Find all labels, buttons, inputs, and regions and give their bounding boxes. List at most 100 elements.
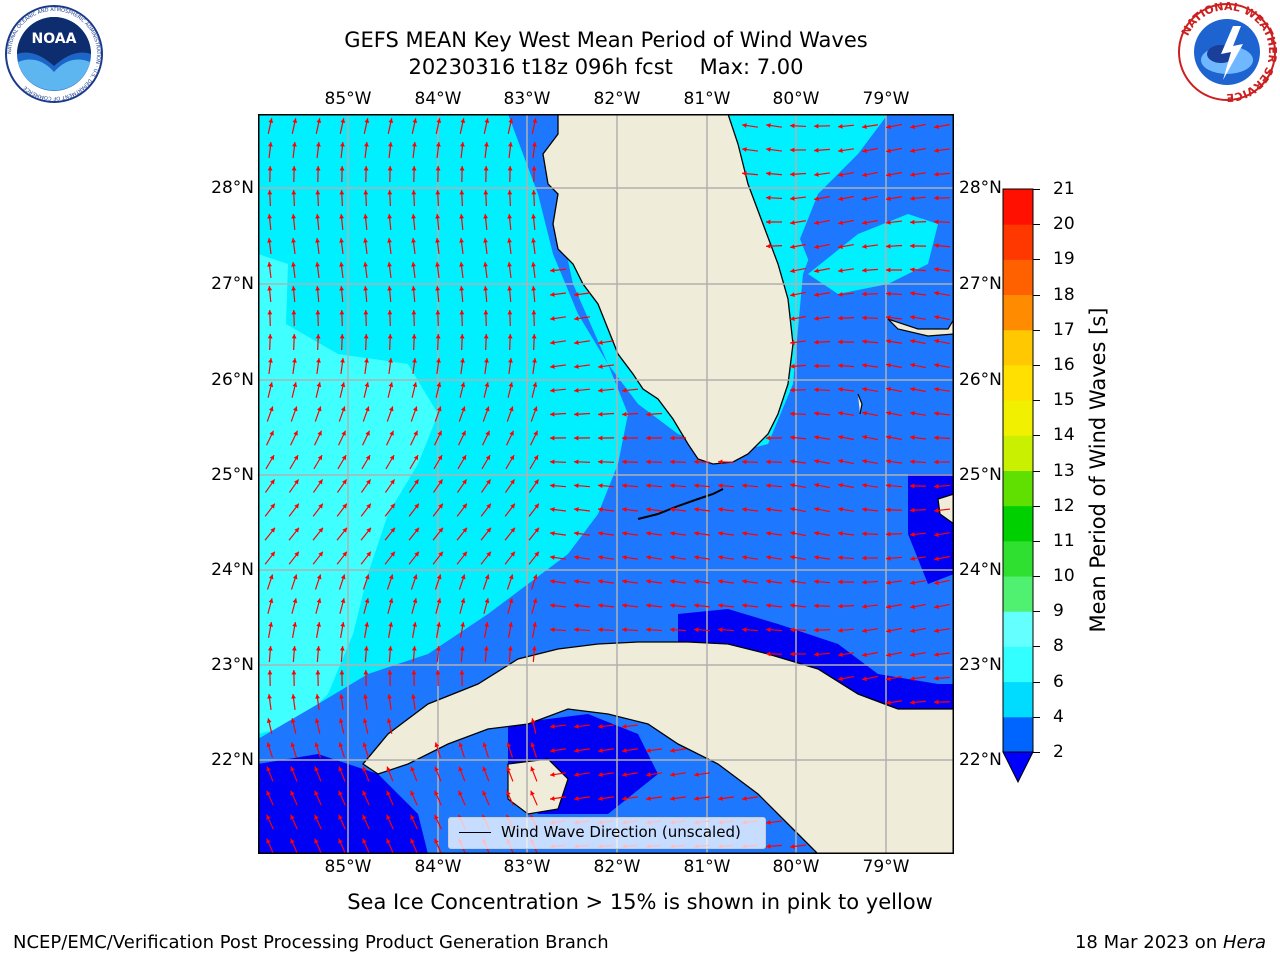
direction-arrow-head: [718, 796, 723, 801]
direction-arrow-head: [838, 507, 843, 512]
direction-arrow-head: [694, 627, 699, 633]
direction-arrow-head: [266, 790, 271, 796]
direction-arrow-head: [910, 604, 915, 610]
direction-arrow-head: [886, 339, 891, 344]
direction-arrow-head: [862, 315, 867, 321]
direction-arrow-head: [508, 574, 514, 580]
footer-host: Hera: [1222, 932, 1266, 953]
direction-arrow-head: [838, 220, 843, 226]
direction-arrow-head: [790, 316, 795, 321]
direction-arrow-head: [934, 556, 939, 562]
direction-arrow-head: [838, 315, 843, 321]
lon-label-bottom: 82°W: [593, 857, 641, 877]
direction-arrow-head: [364, 118, 370, 123]
direction-arrow-head: [266, 838, 271, 844]
direction-arrow-head: [458, 742, 464, 748]
lat-label-right: 25°N: [959, 465, 1002, 485]
direction-arrow-head: [766, 820, 771, 825]
direction-arrow-head: [934, 148, 939, 153]
direction-arrow-head: [339, 646, 345, 651]
direction-arrow-head: [934, 628, 939, 633]
direction-arrow-head: [387, 646, 393, 651]
colorbar-tick: [1033, 435, 1040, 437]
direction-arrow-head: [362, 838, 367, 844]
direction-arrow-head: [266, 742, 272, 748]
direction-arrow-head: [317, 430, 322, 436]
direction-arrow-head: [622, 772, 627, 777]
direction-arrow-head: [934, 508, 939, 513]
direction-arrow-head: [508, 382, 514, 388]
direction-arrow-head: [790, 459, 795, 464]
direction-arrow-head: [315, 238, 320, 243]
direction-arrow-head: [414, 479, 419, 485]
direction-arrow-head: [315, 334, 321, 339]
direction-arrow-head: [838, 676, 843, 682]
direction-arrow-head: [886, 555, 891, 561]
direction-arrow-head: [434, 742, 440, 748]
direction-arrow-head: [435, 286, 441, 291]
direction-arrow-head: [598, 364, 603, 369]
direction-arrow-head: [910, 652, 915, 657]
direction-arrow-head: [388, 118, 394, 123]
colorbar-tick: [1033, 400, 1040, 402]
lon-label-bottom: 83°W: [503, 857, 551, 877]
direction-arrow-head: [670, 748, 675, 753]
direction-arrow-head: [838, 652, 843, 657]
direction-arrow-head: [314, 838, 319, 844]
direction-arrow-head: [530, 766, 535, 772]
direction-arrow-head: [291, 646, 297, 651]
direction-arrow-head: [622, 555, 627, 560]
direction-arrow-head: [388, 406, 394, 412]
direction-arrow-head: [366, 527, 371, 533]
direction-arrow-head: [507, 646, 513, 651]
direction-arrow-head: [507, 334, 513, 339]
direction-arrow-head: [414, 527, 419, 533]
cuba-land: [362, 641, 954, 854]
direction-arrow-head: [910, 172, 915, 177]
colorbar-tick: [1033, 189, 1040, 190]
direction-arrow-head: [742, 459, 747, 465]
direction-arrow-head: [910, 580, 915, 586]
direction-arrow-head: [362, 718, 368, 724]
direction-arrow-head: [294, 503, 299, 509]
direction-arrow-head: [598, 435, 603, 441]
field-4-6s-patch: [808, 214, 938, 294]
direction-arrow-head: [574, 531, 579, 536]
colorbar-tick-label: 17: [1053, 319, 1075, 340]
direction-arrow-head: [292, 142, 297, 147]
colorbar-tick: [1033, 681, 1040, 683]
direction-arrow-head: [411, 310, 417, 315]
direction-arrow-head: [574, 796, 579, 801]
direction-arrow-head: [646, 507, 651, 512]
direction-arrow-head: [388, 142, 393, 147]
direction-arrow-head: [458, 766, 463, 772]
lat-label-left: 26°N: [211, 370, 254, 390]
florida-land: [542, 114, 794, 465]
direction-arrow-head: [510, 551, 515, 557]
direction-arrow-head: [436, 118, 442, 123]
direction-arrow-head: [364, 382, 370, 388]
direction-arrow-head: [934, 362, 939, 368]
direction-arrow-head: [507, 190, 513, 195]
direction-arrow-head: [598, 459, 603, 465]
direction-arrow-head: [766, 651, 771, 657]
direction-arrow-head: [766, 507, 771, 512]
direction-arrow-head: [862, 628, 867, 633]
direction-arrow-head: [339, 310, 345, 315]
direction-arrow-head: [574, 579, 579, 584]
direction-arrow-head: [766, 243, 771, 249]
direction-arrow-head: [366, 479, 371, 485]
direction-arrow-head: [766, 483, 771, 489]
direction-arrow-head: [483, 310, 489, 315]
direction-arrow-head: [862, 387, 867, 392]
direction-arrow-head: [838, 339, 843, 345]
direction-arrow-head: [364, 358, 369, 363]
direction-arrow-head: [462, 527, 467, 533]
direction-arrow-head: [934, 291, 939, 296]
direction-arrow-head: [318, 527, 323, 533]
direction-arrow-head: [438, 503, 443, 509]
direction-arrow-head: [436, 142, 441, 147]
direction-arrow-head: [574, 748, 579, 753]
direction-arrow-head: [531, 310, 537, 315]
direction-arrow-head: [814, 339, 819, 345]
